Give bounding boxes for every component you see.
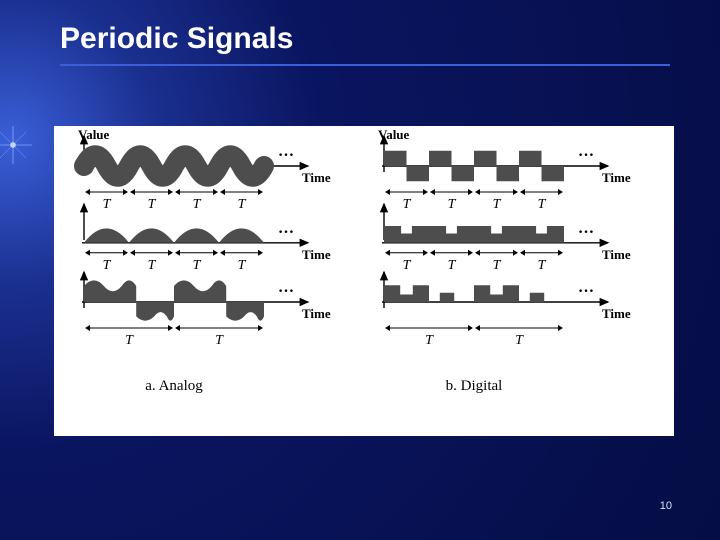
svg-text:…: …: [578, 279, 594, 296]
svg-text:Value: Value: [78, 127, 110, 142]
svg-text:T: T: [403, 197, 412, 212]
page-title: Periodic Signals: [60, 22, 670, 56]
svg-text:Time: Time: [602, 170, 631, 185]
svg-text:T: T: [148, 258, 157, 273]
svg-text:Time: Time: [302, 170, 331, 185]
lens-flare-icon: [0, 126, 32, 164]
svg-text:T: T: [148, 197, 157, 212]
svg-text:b. Digital: b. Digital: [446, 378, 503, 394]
svg-text:T: T: [538, 258, 547, 273]
svg-text:Time: Time: [602, 306, 631, 321]
svg-text:…: …: [278, 143, 294, 160]
svg-text:T: T: [425, 333, 434, 348]
svg-text:T: T: [493, 197, 502, 212]
svg-text:Value: Value: [378, 127, 410, 142]
svg-text:T: T: [448, 258, 457, 273]
svg-text:T: T: [193, 197, 202, 212]
svg-text:T: T: [103, 258, 112, 273]
svg-text:a. Analog: a. Analog: [145, 378, 203, 394]
svg-text:Time: Time: [302, 306, 331, 321]
svg-text:Time: Time: [602, 247, 631, 262]
title-box: Periodic Signals: [60, 22, 670, 66]
svg-text:T: T: [403, 258, 412, 273]
svg-text:T: T: [125, 333, 134, 348]
slide: Periodic Signals Value T T T T … Time T T T T … Time…: [0, 0, 720, 540]
svg-text:Time: Time: [302, 247, 331, 262]
svg-text:T: T: [493, 258, 502, 273]
svg-text:T: T: [515, 333, 524, 348]
svg-text:T: T: [538, 197, 547, 212]
page-number: 10: [660, 500, 672, 512]
svg-text:T: T: [238, 197, 247, 212]
svg-text:T: T: [103, 197, 112, 212]
svg-text:…: …: [578, 143, 594, 160]
diagram-panel: Value T T T T … Time T T T T … Time T T … Time a. Analog V…: [54, 126, 674, 436]
svg-text:T: T: [448, 197, 457, 212]
signals-diagram: Value T T T T … Time T T T T … Time T T … Time a. Analog V…: [54, 126, 674, 436]
svg-text:T: T: [193, 258, 202, 273]
svg-text:…: …: [278, 279, 294, 296]
svg-text:T: T: [238, 258, 247, 273]
svg-text:T: T: [215, 333, 224, 348]
svg-text:…: …: [278, 220, 294, 237]
svg-text:…: …: [578, 220, 594, 237]
